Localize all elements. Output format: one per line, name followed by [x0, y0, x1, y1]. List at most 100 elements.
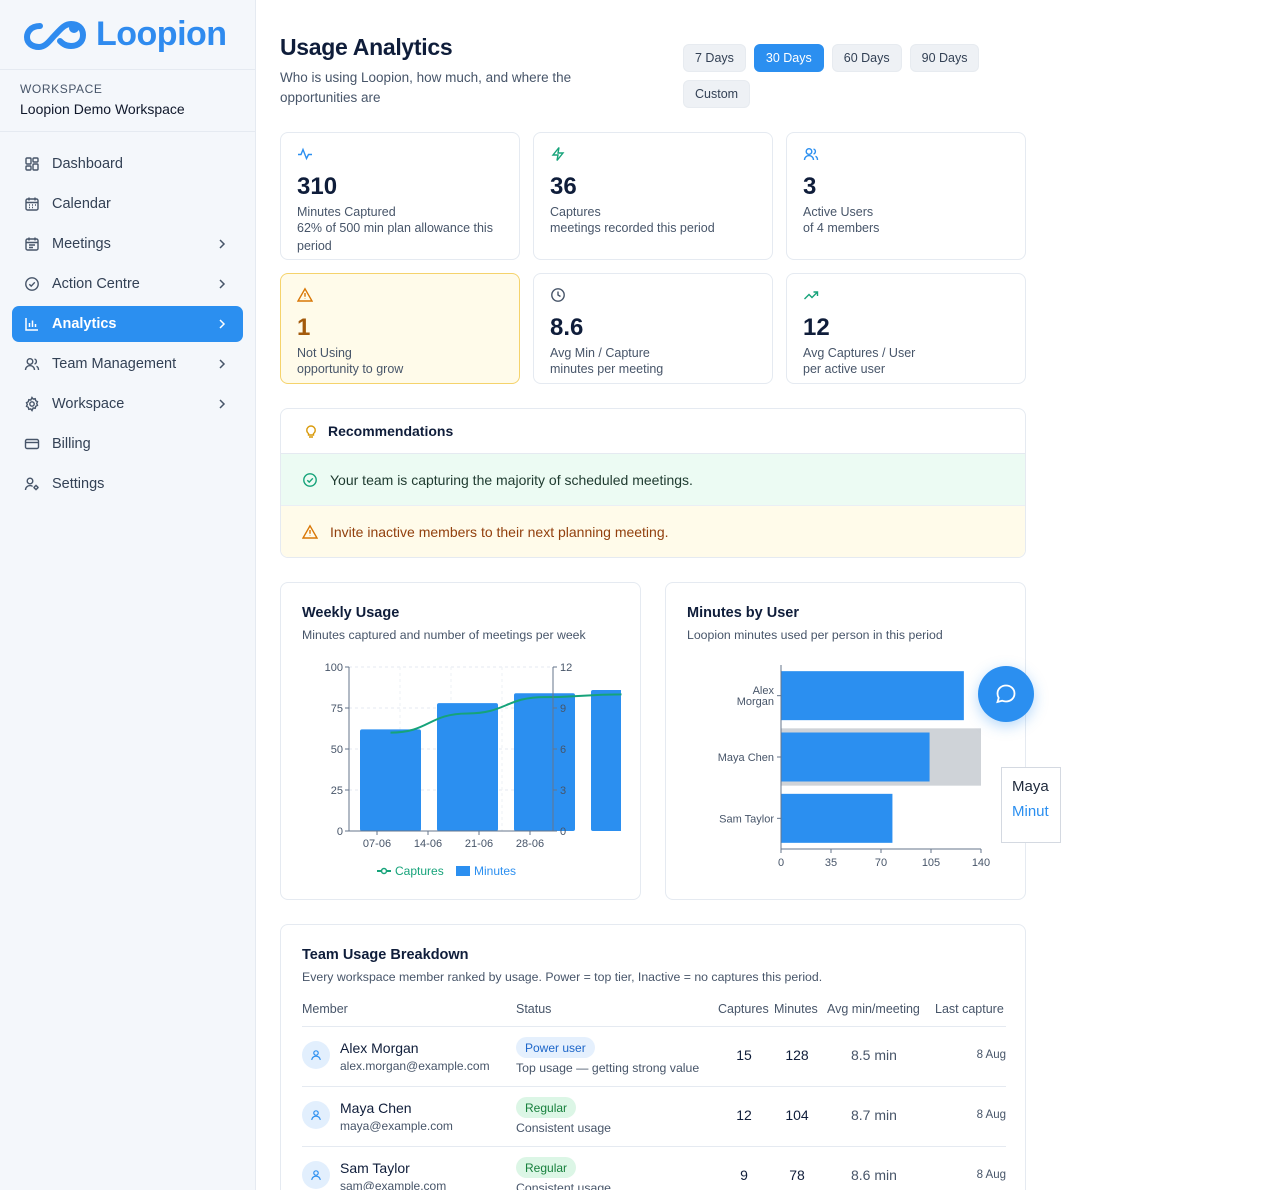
stat-card-avg-captures-user: 12 Avg Captures / User per active user — [786, 273, 1026, 384]
weekly-usage-chart: 0 25 50 75 100 0 3 6 9 12 07-06 14-06 21-06 28-06 Capt… — [325, 662, 622, 878]
page-title: Usage Analytics — [280, 34, 453, 60]
column-header-avg-min[interactable]: Avg min/meeting — [827, 1002, 920, 1016]
recommendations-panel: Recommendations Your team is capturing t… — [280, 408, 1026, 558]
sidebar-item-dashboard[interactable]: Dashboard — [12, 146, 243, 182]
sidebar-item-calendar[interactable]: Calendar — [12, 186, 243, 222]
minutes-value: 128 — [785, 1047, 809, 1063]
stat-label: Not Using — [297, 346, 352, 360]
chat-button[interactable] — [978, 666, 1034, 722]
table-row[interactable]: Sam Taylor sam@example.com Regular Consi… — [302, 1146, 1006, 1190]
stat-card-active-users: 3 Active Users of 4 members — [786, 132, 1026, 260]
sidebar-item-team-management[interactable]: Team Management — [12, 346, 243, 382]
y-tick-label-left: 0 — [337, 826, 343, 838]
sidebar-item-label: Settings — [52, 476, 105, 492]
bar-minutes — [591, 689, 621, 831]
column-header-captures[interactable]: Captures — [718, 1002, 769, 1016]
page-subtitle: Who is using Loopion, how much, and wher… — [280, 70, 572, 105]
stat-note: opportunity to grow — [297, 362, 404, 376]
sidebar-item-label: Billing — [52, 436, 91, 452]
bar-user-minutes — [781, 732, 930, 782]
x-tick-label: 28-06 — [516, 838, 544, 850]
y-tick-label-right: 12 — [560, 662, 572, 674]
users-icon — [24, 356, 40, 372]
sidebar-item-label: Meetings — [52, 236, 111, 252]
bar-minutes — [360, 729, 421, 831]
chart-tooltip: Maya Minut — [1001, 767, 1061, 843]
member-name: Sam Taylor — [340, 1160, 410, 1176]
workspace-switcher[interactable]: WORKSPACE Loopion Demo Workspace — [0, 70, 255, 132]
warning-icon — [302, 524, 318, 540]
table-row[interactable]: Alex Morgan alex.morgan@example.com Powe… — [302, 1026, 1006, 1086]
column-header-minutes[interactable]: Minutes — [774, 1002, 818, 1016]
x-tick-label: 105 — [922, 857, 940, 869]
last-capture-value: 8 Aug — [976, 1049, 1006, 1061]
status-badge: Regular — [516, 1157, 577, 1178]
tooltip-name: Maya — [1012, 778, 1049, 795]
column-header-status[interactable]: Status — [516, 1002, 552, 1016]
table-row[interactable]: Maya Chen maya@example.com Regular Consi… — [302, 1086, 1006, 1146]
stat-note: per active user — [803, 362, 885, 376]
table-subtitle: Every workspace member ranked by usage. … — [302, 970, 823, 984]
sidebar-item-label: Analytics — [52, 316, 117, 332]
range-90-days-button[interactable]: 90 Days — [909, 44, 980, 72]
member-email: maya@example.com — [340, 1119, 453, 1133]
avg-min-value: 8.6 min — [851, 1167, 897, 1183]
member-email: alex.morgan@example.com — [340, 1059, 490, 1073]
user-settings-icon — [24, 476, 40, 492]
column-header-last-capture[interactable]: Last capture — [935, 1002, 1004, 1016]
range-7-days-button[interactable]: 7 Days — [683, 44, 746, 72]
captures-value: 12 — [736, 1107, 752, 1123]
legend-label-minutes: Minutes — [474, 864, 516, 878]
stat-value: 8.6 — [550, 314, 584, 341]
range-60-days-button[interactable]: 60 Days — [831, 44, 902, 72]
trending-up-icon — [804, 291, 819, 300]
x-tick-label: 21-06 — [465, 838, 493, 850]
avatar — [302, 1101, 330, 1129]
sidebar-item-billing[interactable]: Billing — [12, 426, 243, 462]
status-note: Consistent usage — [516, 1181, 612, 1190]
y-tick-label-left: 50 — [331, 744, 343, 756]
sidebar-item-analytics[interactable]: Analytics — [12, 306, 243, 342]
y-category-label: Maya Chen — [718, 752, 774, 764]
sidebar-item-settings[interactable]: Settings — [12, 466, 243, 502]
user-icon — [311, 1050, 321, 1061]
recommendation-item: Invite inactive members to their next pl… — [281, 506, 1025, 557]
stat-note: minutes per meeting — [550, 362, 664, 376]
gear-icon — [24, 396, 40, 412]
sidebar-item-meetings[interactable]: Meetings — [12, 226, 243, 262]
stat-card-captures: 36 Captures meetings recorded this perio… — [533, 132, 773, 260]
stat-card-minutes-captured: 310 Minutes Captured 62% of 500 min plan… — [280, 132, 520, 260]
stat-label: Avg Min / Capture — [550, 346, 650, 360]
captures-value: 15 — [736, 1047, 752, 1063]
stat-value: 36 — [550, 173, 577, 200]
minutes-by-user-card: Minutes by User Loopion minutes used per… — [665, 582, 1026, 900]
logo[interactable]: Loopion — [0, 0, 255, 70]
sidebar-item-workspace[interactable]: Workspace — [12, 386, 243, 422]
status-badge: Regular — [516, 1097, 577, 1118]
column-header-member[interactable]: Member — [302, 1002, 348, 1016]
clock-icon — [551, 288, 565, 302]
member-name: Maya Chen — [340, 1100, 412, 1116]
last-capture-value: 8 Aug — [976, 1169, 1006, 1181]
avg-min-value: 8.7 min — [851, 1107, 897, 1123]
sidebar-item-action-centre[interactable]: Action Centre — [12, 266, 243, 302]
stat-label: Minutes Captured — [297, 205, 396, 219]
x-tick-label: 14-06 — [414, 838, 442, 850]
range-custom-button[interactable]: Custom — [683, 80, 751, 108]
lightbulb-icon — [306, 425, 316, 438]
stat-note: 62% of 500 min plan allowance this perio… — [297, 221, 493, 253]
y-category-label: Morgan — [737, 696, 774, 708]
line-captures — [390, 693, 622, 734]
sidebar: Loopion WORKSPACE Loopion Demo Workspace… — [0, 0, 256, 1190]
y-category-label: Alex — [753, 685, 775, 697]
sidebar-nav: Dashboard Calendar Meetings Action Centr… — [0, 132, 255, 502]
chevron-right-icon — [219, 359, 226, 369]
stat-value: 310 — [297, 173, 338, 200]
dashboard-icon — [24, 156, 40, 172]
range-30-days-button[interactable]: 30 Days — [753, 44, 824, 72]
user-icon — [311, 1110, 321, 1121]
card-title: Minutes by User — [687, 605, 799, 621]
y-tick-label-left: 100 — [325, 662, 343, 674]
avatar — [302, 1161, 330, 1189]
bar-minutes — [514, 693, 575, 831]
